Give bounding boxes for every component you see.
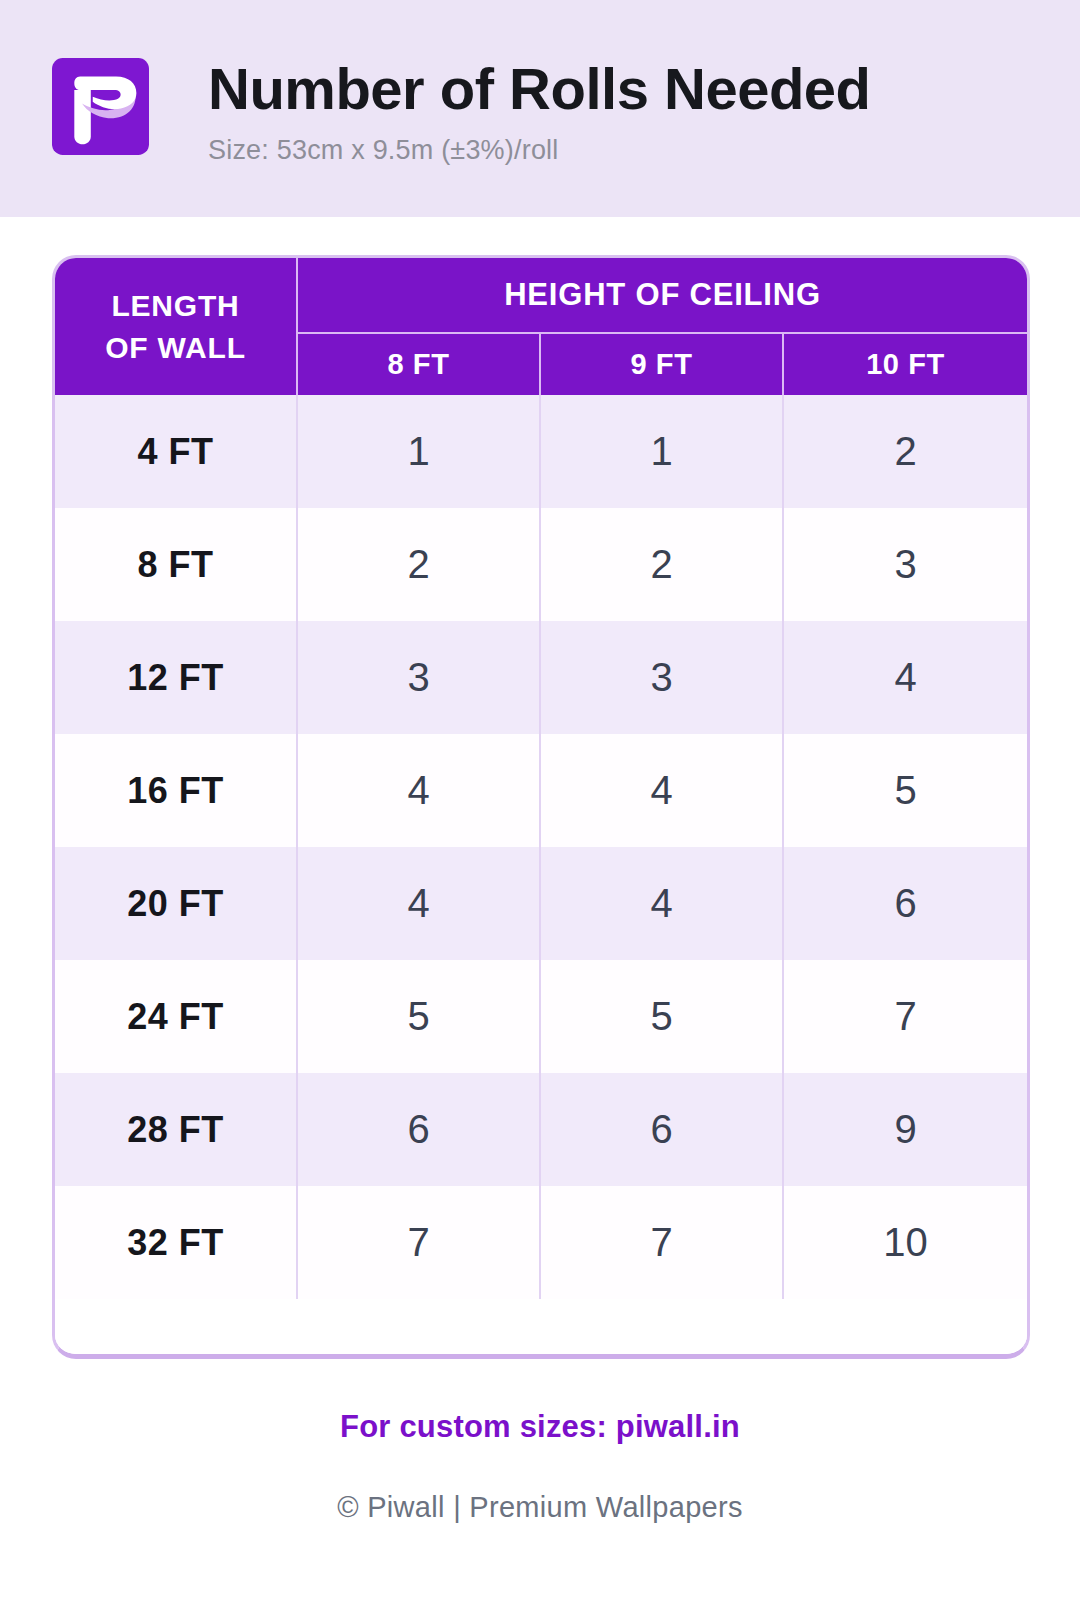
header-length-of-wall: LENGTH OF WALL [55, 258, 298, 395]
cell-value: 6 [407, 1107, 429, 1152]
cell-value: 4 [407, 768, 429, 813]
row-label: 28 FT [127, 1109, 224, 1151]
cell-value: 3 [650, 655, 672, 700]
header-height-of-ceiling: HEIGHT OF CEILING [298, 258, 1027, 334]
row-label: 12 FT [127, 657, 224, 699]
row-label: 16 FT [127, 770, 224, 812]
header-length-line1: LENGTH [111, 285, 239, 326]
row-label: 32 FT [127, 1222, 224, 1264]
cell-value: 10 [883, 1220, 928, 1265]
table-row: 20 FT 4 4 6 [55, 847, 1027, 960]
cell-value: 2 [894, 429, 916, 474]
table-row: 4 FT 1 1 2 [55, 395, 1027, 508]
cell-value: 5 [894, 768, 916, 813]
cell-value: 4 [894, 655, 916, 700]
custom-sizes-link[interactable]: For custom sizes: piwall.in [0, 1409, 1080, 1445]
page-title: Number of Rolls Needed [208, 60, 871, 118]
table-header: LENGTH OF WALL HEIGHT OF CEILING 8 FT 9 … [55, 258, 1027, 395]
cell-value: 4 [650, 881, 672, 926]
header-length-line2: OF WALL [105, 327, 246, 368]
table-row: 28 FT 6 6 9 [55, 1073, 1027, 1186]
rolls-table: LENGTH OF WALL HEIGHT OF CEILING 8 FT 9 … [52, 255, 1030, 1359]
cell-value: 7 [894, 994, 916, 1039]
row-label: 4 FT [137, 431, 213, 473]
cell-value: 6 [894, 881, 916, 926]
cell-value: 4 [650, 768, 672, 813]
row-label: 20 FT [127, 883, 224, 925]
cell-value: 7 [650, 1220, 672, 1265]
table-bottom-padding [55, 1299, 1027, 1354]
cell-value: 7 [407, 1220, 429, 1265]
row-label: 8 FT [137, 544, 213, 586]
column-header-10ft: 10 FT [784, 334, 1027, 395]
page-subtitle: Size: 53cm x 9.5m (±3%)/roll [208, 135, 871, 166]
cell-value: 5 [407, 994, 429, 1039]
cell-value: 2 [407, 542, 429, 587]
column-header-8ft: 8 FT [298, 334, 541, 395]
cell-value: 9 [894, 1107, 916, 1152]
row-label: 24 FT [127, 996, 224, 1038]
cell-value: 2 [650, 542, 672, 587]
header-band: Number of Rolls Needed Size: 53cm x 9.5m… [0, 0, 1080, 217]
table-row: 24 FT 5 5 7 [55, 960, 1027, 1073]
table-row: 12 FT 3 3 4 [55, 621, 1027, 734]
table-row: 16 FT 4 4 5 [55, 734, 1027, 847]
table-row: 32 FT 7 7 10 [55, 1186, 1027, 1299]
cell-value: 1 [650, 429, 672, 474]
cell-value: 3 [894, 542, 916, 587]
table-body: 4 FT 1 1 2 8 FT 2 2 3 12 FT 3 3 4 16 FT … [55, 395, 1027, 1299]
piwall-logo-icon [52, 58, 149, 155]
cell-value: 4 [407, 881, 429, 926]
column-header-9ft: 9 FT [541, 334, 784, 395]
cell-value: 3 [407, 655, 429, 700]
cell-value: 5 [650, 994, 672, 1039]
cell-value: 6 [650, 1107, 672, 1152]
header-text-block: Number of Rolls Needed Size: 53cm x 9.5m… [208, 58, 871, 166]
cell-value: 1 [407, 429, 429, 474]
copyright-text: © Piwall | Premium Wallpapers [0, 1491, 1080, 1524]
table-row: 8 FT 2 2 3 [55, 508, 1027, 621]
